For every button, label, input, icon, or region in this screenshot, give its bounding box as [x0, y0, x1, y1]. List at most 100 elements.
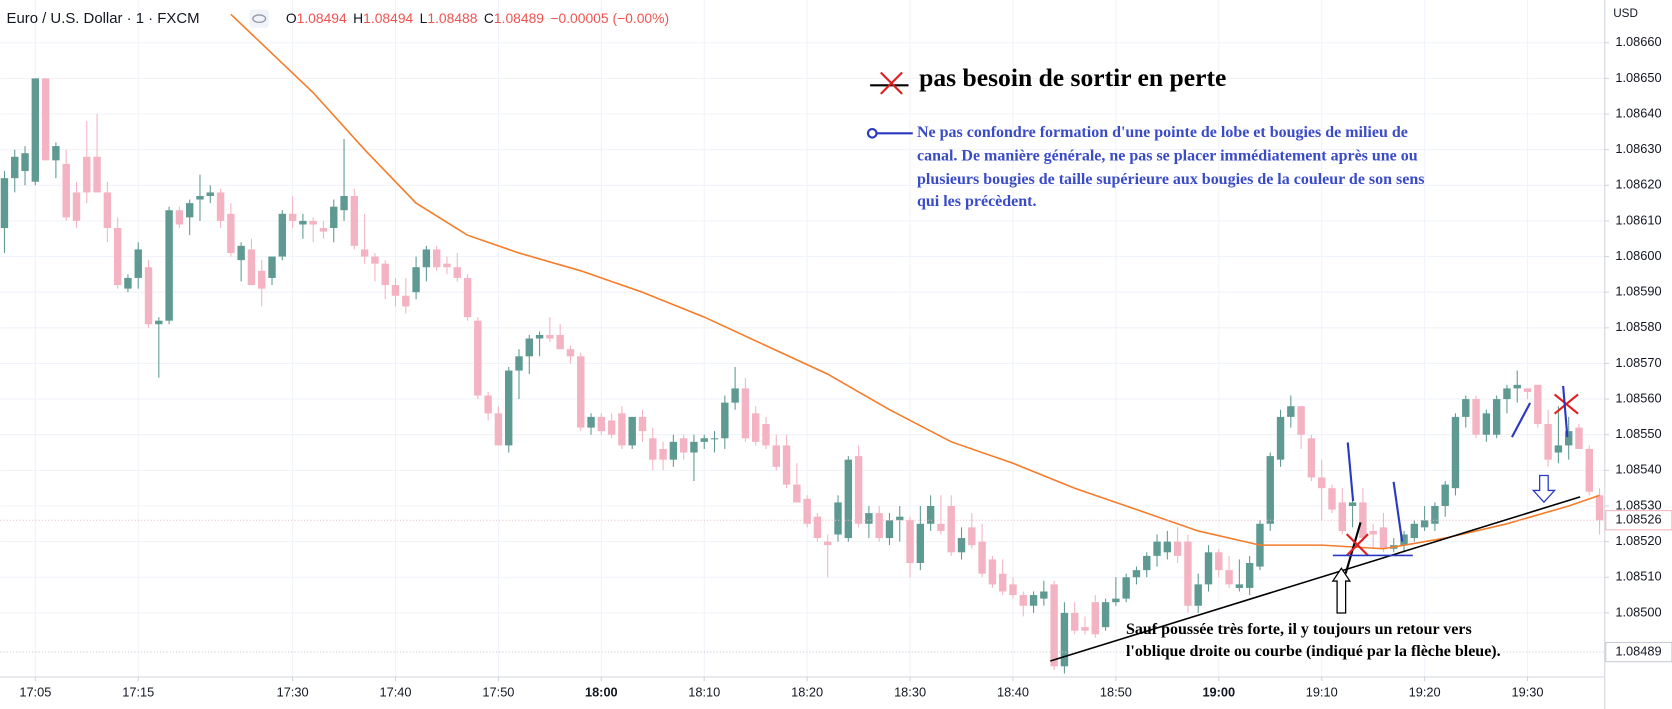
candle-body — [185, 203, 194, 218]
candle-body — [422, 249, 431, 268]
candle-body — [196, 195, 204, 200]
candle-body — [937, 523, 945, 531]
candle-body — [854, 456, 863, 524]
y-tick-label: 1.08580 — [1615, 319, 1661, 334]
eye-icon[interactable] — [249, 9, 269, 28]
y-tick-label: 1.08500 — [1615, 604, 1661, 619]
candle-body — [1060, 612, 1069, 667]
x-tick-label: 17:30 — [277, 684, 309, 699]
candle-body — [340, 195, 348, 211]
candle-body — [577, 356, 585, 428]
candle-body — [1338, 502, 1346, 531]
candle-body — [206, 192, 214, 196]
candle-body — [649, 438, 657, 460]
y-tick-label: 1.08570 — [1615, 355, 1661, 370]
candle-body — [288, 213, 297, 221]
candle-body — [1276, 416, 1285, 460]
candle-body — [566, 349, 575, 357]
note-line: plusieurs bougies de taille supérieure a… — [917, 171, 1424, 188]
ohlc-header: O1.08494 H1.08494 L1.08488 C1.08489 −0.00005… — [286, 10, 669, 26]
candle-body — [793, 484, 801, 503]
candle-body — [216, 192, 225, 221]
candle-body — [1328, 488, 1336, 510]
candle-body — [474, 320, 482, 396]
x-tick-label: 19:00 — [1202, 684, 1235, 699]
header-key: C — [484, 10, 494, 26]
candle-body — [52, 146, 60, 161]
x-tick-label: 17:15 — [122, 684, 154, 699]
candle-body — [1482, 413, 1491, 435]
candle-body — [113, 228, 122, 286]
candle-body — [659, 448, 667, 460]
candle-body — [1585, 448, 1593, 492]
candle-body — [1379, 527, 1388, 549]
header-key: L — [420, 10, 428, 26]
candle-body — [1101, 602, 1110, 628]
x-tick-label: 19:20 — [1409, 684, 1441, 699]
y-tick-label: 1.08530 — [1615, 497, 1661, 512]
y-tick-label: 1.08620 — [1615, 177, 1661, 192]
candle-body — [1184, 541, 1192, 606]
candle-body — [227, 213, 235, 253]
candle-body — [906, 520, 914, 563]
candle-body — [350, 195, 359, 246]
candle-body — [978, 541, 986, 574]
candle-body — [1348, 502, 1357, 506]
candle-body — [381, 263, 389, 286]
x-tick-label: 19:30 — [1512, 684, 1544, 699]
price-tag-label: 1.08526 — [1615, 512, 1661, 527]
candle-body — [679, 438, 688, 453]
x-tick-label: 18:30 — [894, 684, 926, 699]
candle-body — [824, 541, 832, 546]
candle-body — [1245, 562, 1254, 588]
candle-body — [330, 206, 338, 229]
candle-body — [1029, 595, 1038, 606]
annotation-note: Ne pas confondre formation d'une pointe … — [917, 124, 1424, 210]
y-tick-label: 1.08610 — [1615, 212, 1661, 227]
candle-body — [1071, 612, 1079, 631]
candle-body — [607, 420, 616, 435]
candle-body — [402, 295, 410, 307]
candle-body — [535, 334, 544, 339]
candle-body — [1575, 427, 1583, 449]
candle-body — [453, 267, 461, 278]
candle-body — [309, 220, 317, 225]
bottom-line: l'oblique droite ou courbe (indiqué par … — [1126, 643, 1501, 660]
axes: 1.08500 1.08510 1.08520 1.08530 1.08540 1.085… — [19, 34, 1672, 699]
candle-body — [885, 520, 894, 539]
note-line: canal. De manière générale, ne pas se pl… — [917, 147, 1418, 164]
candle-body — [1143, 555, 1151, 571]
header-value: 1.08488 — [427, 10, 477, 26]
candle-body — [1194, 584, 1202, 606]
candle-body — [1462, 399, 1470, 417]
currency[interactable]: USD — [1613, 7, 1638, 20]
candle-body — [1215, 552, 1223, 571]
symbol: Euro / U.S. Dollar · 1 · FXCM — [7, 10, 200, 27]
candle-body — [731, 388, 739, 403]
moving-average — [230, 13, 1600, 550]
candle-body — [957, 538, 966, 553]
candle-body — [21, 153, 29, 172]
candle-body — [93, 156, 101, 193]
candle-body — [103, 192, 112, 229]
x-tick-label: 17:40 — [380, 684, 412, 699]
candle-body — [1122, 577, 1130, 599]
candle-body — [1513, 384, 1521, 389]
candle-body — [669, 441, 678, 460]
y-tick-label: 1.08510 — [1615, 569, 1661, 584]
header-key: H — [353, 10, 363, 26]
price-tag-label: 1.08489 — [1615, 643, 1661, 658]
candle-body — [1441, 484, 1449, 506]
candle-body — [587, 416, 595, 428]
candle-body — [1009, 584, 1017, 596]
candle-body — [1091, 602, 1100, 635]
candle-body — [1287, 406, 1295, 417]
candle-body — [443, 263, 451, 268]
candle-body — [875, 513, 883, 539]
candle-body — [1400, 534, 1408, 546]
y-tick-label: 1.08520 — [1615, 533, 1661, 548]
candle-body — [432, 249, 441, 268]
y-tick-label: 1.08640 — [1615, 105, 1661, 120]
note-line: qui les précèdent. — [917, 193, 1036, 210]
y-tick-label: 1.08650 — [1615, 70, 1661, 85]
